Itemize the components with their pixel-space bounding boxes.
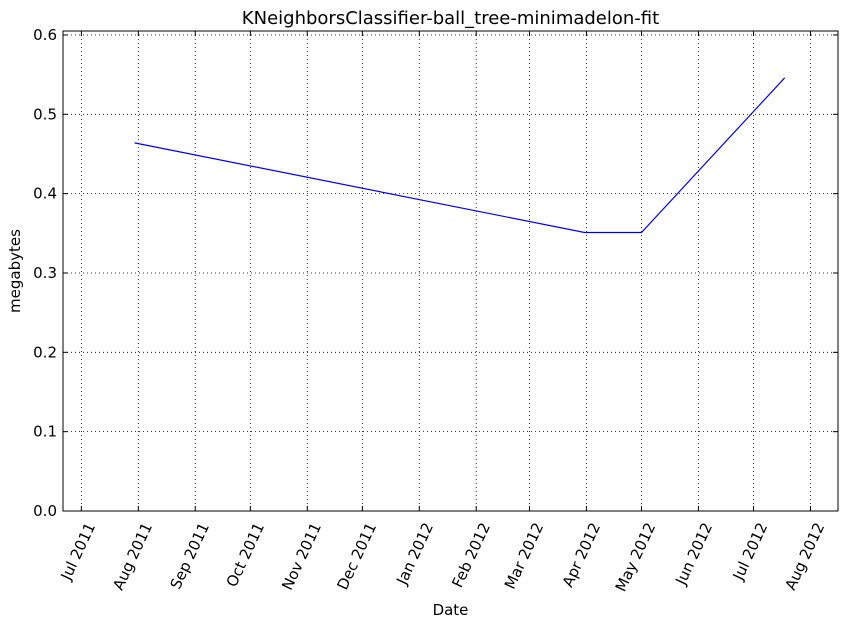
y-tick-label: 0.5 xyxy=(33,105,57,123)
series-line-0 xyxy=(134,77,786,234)
x-axis-title: Date xyxy=(433,601,469,619)
y-tick-label: 0.1 xyxy=(33,423,57,441)
series-group xyxy=(134,77,786,234)
y-axis-title: megabytes xyxy=(6,229,24,313)
y-tick-label: 0.6 xyxy=(33,26,57,44)
chart-title: KNeighborsClassifier-ball_tree-minimadel… xyxy=(242,8,659,29)
y-tick-label: 0.3 xyxy=(33,264,57,282)
grid xyxy=(63,31,838,512)
y-tick-label: 0.0 xyxy=(33,502,57,520)
plot-frame xyxy=(62,30,839,512)
y-tick-label: 0.4 xyxy=(33,185,57,203)
y-tick-label: 0.2 xyxy=(33,343,57,361)
